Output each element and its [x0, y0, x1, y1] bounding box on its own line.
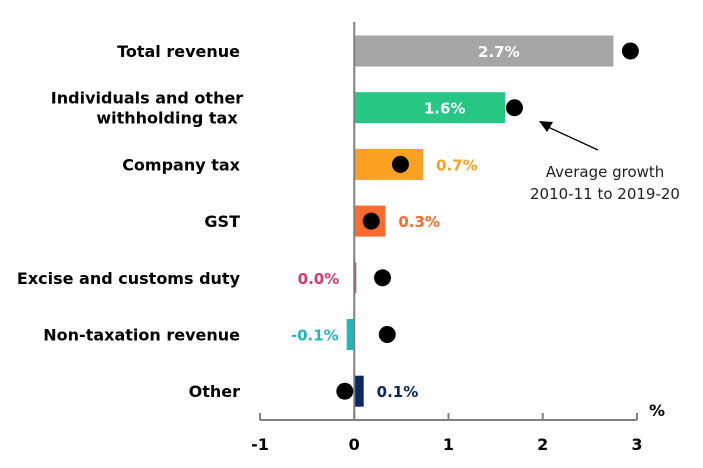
x-tick-label: 3	[631, 435, 642, 454]
value-labels: 2.7% 1.6% 0.7% 0.3% 0.0% -0.1% 0.1%	[291, 43, 520, 401]
x-tick-label: 0	[349, 435, 360, 454]
average-marker	[378, 326, 396, 343]
average-marker	[621, 42, 639, 60]
bar	[354, 92, 506, 124]
data-label: 0.7%	[436, 156, 478, 174]
category-label: Other	[189, 382, 240, 401]
category-label: Non-taxation revenue	[43, 326, 240, 345]
x-tick-label: -1	[251, 435, 269, 454]
category-labels: Total revenue Individuals and other withho…	[17, 42, 243, 401]
bar	[346, 319, 355, 350]
average-marker	[505, 99, 523, 117]
annotation-text: 2010-11 to 2019-20	[530, 185, 680, 203]
bar	[354, 148, 424, 180]
x-unit-label: %	[649, 401, 665, 420]
bar	[354, 35, 614, 67]
bar	[354, 375, 364, 407]
average-marker	[362, 212, 380, 230]
annotation-text: Average growth	[546, 163, 665, 181]
data-label: 0.1%	[377, 383, 419, 401]
category-label: Company tax	[122, 155, 240, 174]
data-label: 0.0%	[298, 270, 340, 288]
average-marker	[391, 155, 409, 173]
data-label: 1.6%	[424, 100, 466, 118]
data-label: -0.1%	[291, 327, 339, 345]
x-tick-label: 1	[443, 435, 454, 454]
category-label: Individuals and other withholding tax	[51, 89, 244, 128]
average-markers	[336, 42, 639, 400]
category-label: GST	[204, 212, 240, 231]
data-label: 0.3%	[398, 213, 440, 231]
category-label: Excise and customs duty	[17, 269, 241, 288]
bars	[346, 35, 614, 407]
category-label: Total revenue	[117, 42, 240, 61]
annotation: Average growth 2010-11 to 2019-20	[530, 121, 680, 203]
average-marker	[374, 269, 392, 287]
x-tick-label: 2	[537, 435, 548, 454]
x-axis: -1 0 1 2 3	[251, 413, 643, 454]
annotation-arrowhead	[539, 121, 553, 132]
annotation-arrow-line	[547, 126, 599, 151]
data-label: 2.7%	[478, 43, 520, 61]
average-marker	[336, 382, 354, 400]
